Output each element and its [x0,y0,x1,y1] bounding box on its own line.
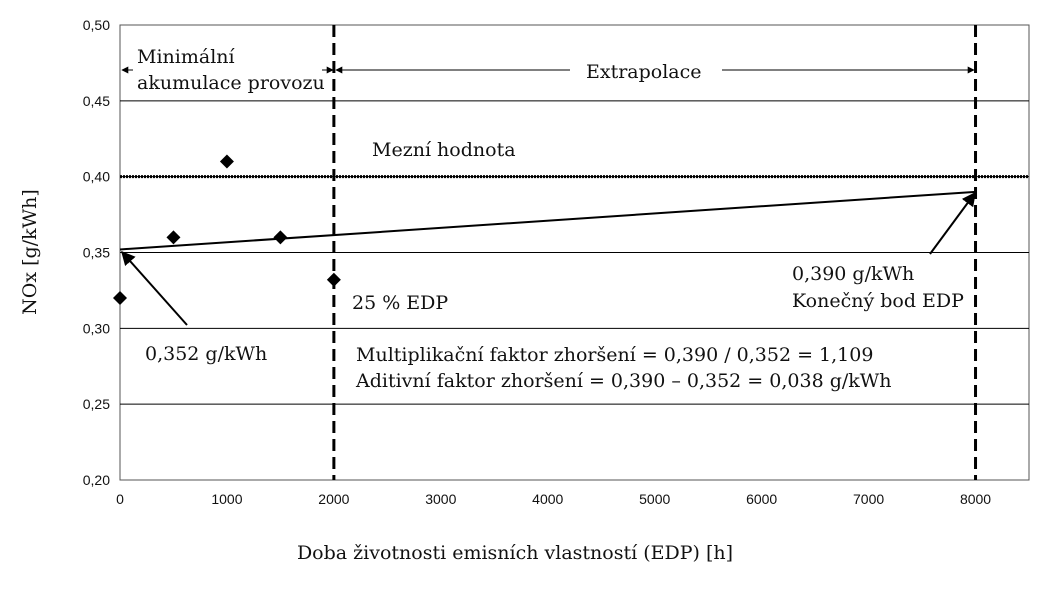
x-axis-title: Doba životnosti emisních vlastností (EDP… [297,542,733,564]
x-tick-label: 4000 [532,491,563,507]
data-point [273,230,288,245]
x-tick-label: 2000 [318,491,349,507]
min-accumulation-label-1: Minimální [137,46,236,68]
data-points [113,154,341,305]
limit-label: Mezní hodnota [372,139,516,161]
edp-vertical-lines [332,25,978,480]
start-value-arrow [121,250,188,326]
start-value-label: 0,352 g/kWh [145,343,267,365]
data-point [326,272,341,287]
data-point [219,154,234,169]
x-tick-label: 7000 [853,491,884,507]
x-axis-ticks: 0 1000 2000 3000 4000 5000 6000 7000 8000 [116,491,991,507]
y-tick-label: 0,35 [83,245,110,261]
end-point-label: Konečný bod EDP [792,290,964,312]
trend-line [119,190,976,251]
y-axis-title: NOx [g/kWh] [19,189,41,315]
x-tick-label: 6000 [746,491,777,507]
data-point [113,291,127,305]
y-tick-label: 0,45 [83,93,110,109]
min-accumulation-label-2: akumulace provozu [137,72,325,94]
end-value-label: 0,390 g/kWh [792,263,914,285]
x-tick-label: 5000 [639,491,670,507]
y-tick-label: 0,50 [83,17,110,33]
edp-25-label: 25 % EDP [352,292,448,314]
x-tick-label: 0 [116,491,124,507]
additive-factor-label: Aditivní faktor zhoršení = 0,390 – 0,352… [355,370,892,392]
end-value-arrow [929,191,976,255]
extrapolation-label: Extrapolace [586,61,702,83]
multiplicative-factor-label: Multiplikační faktor zhoršení = 0,390 / … [356,344,873,366]
x-tick-label: 1000 [211,491,242,507]
data-point [166,230,181,245]
y-tick-label: 0,40 [83,169,110,185]
x-tick-label: 8000 [960,491,991,507]
y-tick-label: 0,20 [83,472,110,488]
x-tick-label: 3000 [425,491,456,507]
y-tick-label: 0,25 [83,396,110,412]
y-tick-label: 0,30 [83,320,110,336]
y-axis-ticks: 0,20 0,25 0,30 0,35 0,40 0,45 0,50 [83,17,110,488]
